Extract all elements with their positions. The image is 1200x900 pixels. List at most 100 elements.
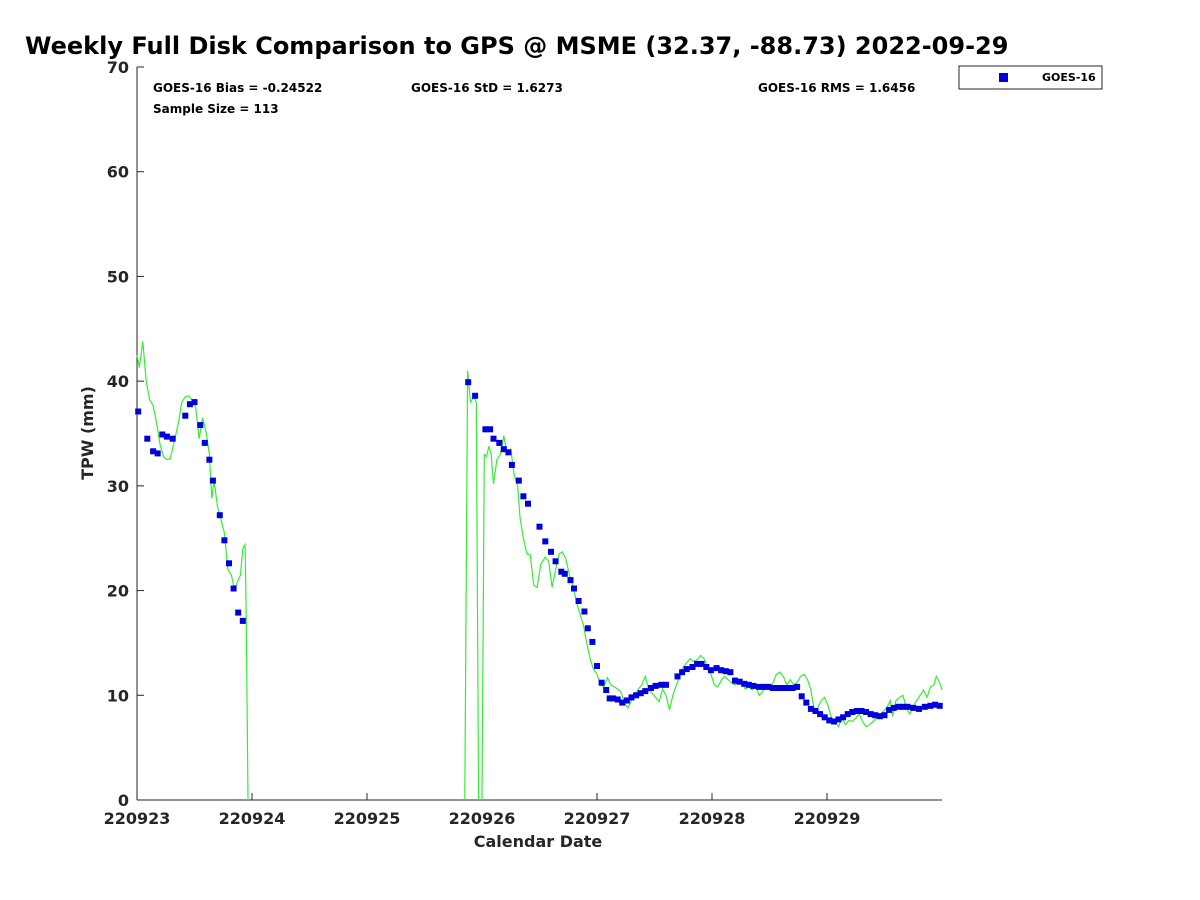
goes-16-point — [606, 695, 613, 702]
goes-16-point — [826, 717, 833, 724]
goes-16-point — [798, 693, 805, 700]
goes-16-point — [750, 682, 757, 689]
goes-16-point — [520, 493, 527, 500]
goes-16-point — [235, 609, 242, 616]
goes-16-point — [821, 714, 828, 721]
goes-16-point — [191, 399, 198, 406]
x-tick-label: 220928 — [679, 809, 746, 828]
goes-16-point — [756, 683, 763, 690]
goes-16-point — [594, 663, 600, 669]
goes-16-point — [849, 709, 856, 715]
goes-16-point — [465, 379, 472, 386]
y-tick-label: 60 — [107, 163, 129, 182]
goes-16-point — [867, 711, 874, 718]
goes-16-point — [482, 426, 489, 433]
goes-16-point — [722, 668, 729, 675]
goes-16-point — [628, 694, 635, 701]
plot-area: 0 10 20 30 40 50 60 70 220923 220924 220925 220926 2… — [104, 58, 943, 828]
goes-16-point — [784, 685, 791, 691]
y-tick-label: 30 — [107, 477, 129, 496]
goes-16-point — [598, 679, 605, 686]
goes-16-point — [895, 703, 902, 710]
goes-16-point — [853, 708, 860, 714]
goes-16-point — [548, 548, 554, 555]
goes-16-point — [575, 598, 582, 604]
goes-16-point — [144, 435, 151, 442]
y-tick-label: 40 — [107, 372, 129, 391]
goes-16-point — [921, 703, 928, 710]
goes-16-point — [201, 439, 208, 446]
goes-16-point — [760, 683, 767, 690]
y-tick-label: 70 — [107, 58, 129, 77]
goes-16-point — [648, 685, 654, 691]
goes-16-point — [765, 683, 772, 690]
y-axis-label: TPW (mm) — [78, 386, 97, 480]
goes-16-point — [904, 703, 911, 710]
goes-16-point — [221, 537, 228, 544]
goes-16-point — [508, 461, 515, 468]
goes-16-point — [910, 704, 917, 711]
goes-16-point — [899, 703, 906, 710]
goes-16-point — [614, 696, 621, 703]
goes-16-point — [863, 709, 870, 715]
goes-16-point — [689, 664, 696, 670]
goes-16-point — [487, 426, 494, 433]
goes-16-point — [159, 431, 166, 438]
goes-16-point — [206, 456, 213, 463]
goes-16-point — [658, 681, 665, 688]
goes-16-point — [936, 702, 943, 709]
goes-16-point — [558, 568, 565, 575]
y-tick-label: 10 — [107, 686, 129, 705]
legend: GOES-16 — [958, 65, 1103, 90]
goes-16-point — [881, 712, 888, 719]
gps-line-segment — [464, 370, 480, 801]
goes-16-point — [916, 705, 922, 712]
axis-ticks: 0 10 20 30 40 50 60 70 220923 220924 220925 220926 2… — [104, 58, 861, 828]
goes-16-point — [226, 560, 232, 567]
gps-line-segment — [481, 435, 943, 801]
goes-16-point — [542, 538, 549, 545]
goes-16-point — [703, 664, 710, 670]
goes-16-point — [779, 685, 786, 691]
goes-16-point — [197, 422, 204, 429]
std-stat: GOES-16 StD = 1.6273 — [411, 81, 563, 95]
legend-label: GOES-16 — [1042, 71, 1096, 84]
x-tick-label: 220923 — [104, 809, 171, 828]
goes-16-point — [674, 673, 681, 680]
goes-16-point — [683, 666, 690, 673]
goes-16-point — [789, 685, 796, 691]
goes-16-point — [536, 523, 543, 530]
goes-16-point — [589, 638, 596, 645]
bias-stat: GOES-16 Bias = -0.24522 — [153, 81, 322, 95]
goes-16-point — [718, 667, 725, 674]
rms-stat: GOES-16 RMS = 1.6456 — [758, 81, 915, 95]
goes-16-point — [876, 713, 883, 720]
goes-16-point — [169, 435, 176, 442]
goes-16-point — [571, 585, 577, 592]
goes-16-point — [490, 435, 497, 442]
goes-16-point — [505, 449, 512, 456]
goes-16-point — [209, 477, 216, 484]
goes-16-point — [584, 625, 591, 632]
goes-16-point — [886, 706, 893, 713]
goes-16-point — [561, 570, 568, 577]
goes-16-point — [858, 708, 865, 714]
goes-16-point — [844, 711, 851, 718]
goes-16-point — [182, 412, 189, 419]
goes-16-point — [163, 433, 170, 440]
goes-16-point — [642, 688, 649, 695]
goes-16-point — [135, 408, 142, 415]
goes-16-point — [230, 585, 237, 592]
goes-16-point — [581, 608, 588, 615]
legend-box — [958, 65, 1103, 90]
goes-16-point — [623, 697, 630, 704]
goes-16-point — [154, 450, 161, 457]
x-tick-label: 220929 — [794, 809, 861, 828]
goes-16-point — [619, 699, 626, 706]
sample-size-stat: Sample Size = 113 — [153, 102, 279, 116]
x-tick-label: 220925 — [334, 809, 401, 828]
goes-16-point — [663, 681, 669, 688]
goes-16-point — [807, 705, 814, 712]
x-axis-label: Calendar Date — [474, 832, 603, 851]
goes-16-point — [927, 702, 934, 709]
